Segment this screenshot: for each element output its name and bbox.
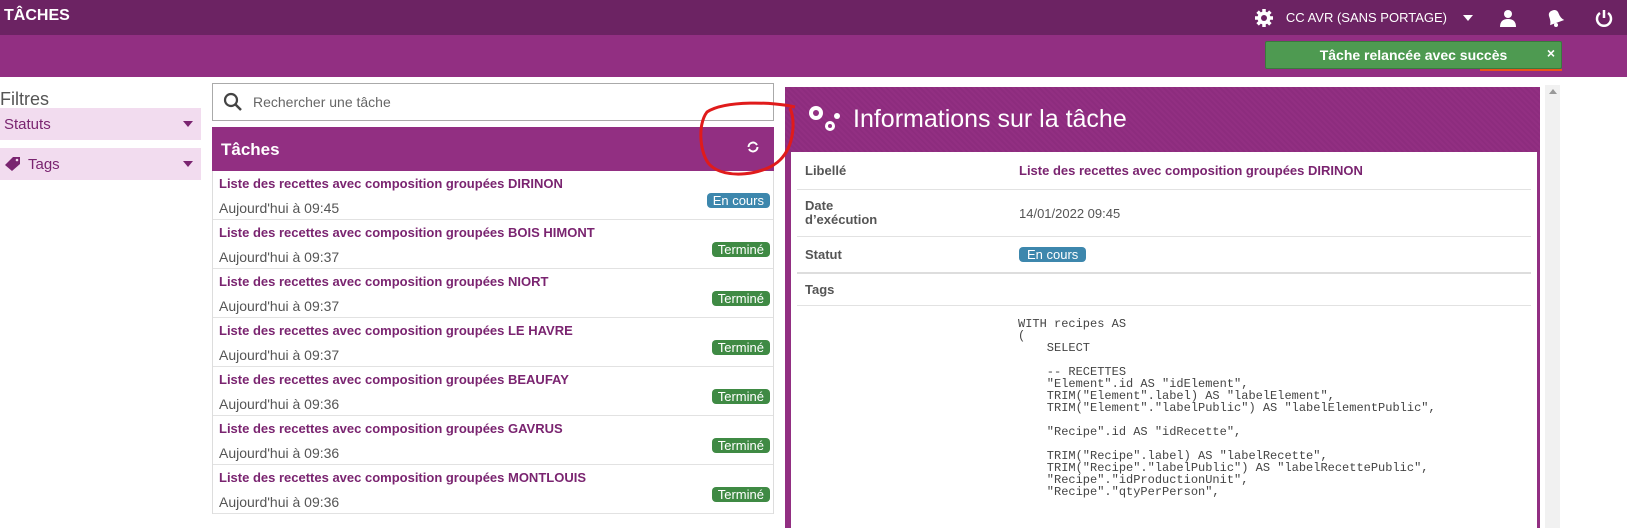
status-badge: Terminé — [711, 340, 770, 355]
success-toast: Tâche relancée avec succès × — [1265, 41, 1562, 69]
close-icon[interactable]: × — [1546, 45, 1555, 61]
tag-icon — [5, 157, 20, 171]
status-badge: En cours — [1019, 247, 1087, 262]
task-date: Aujourd'hui à 09:36 — [219, 396, 340, 412]
caret-down-icon — [183, 161, 193, 167]
value-date: 14/01/2022 09:45 — [1019, 205, 1121, 221]
task-info-title: Informations sur la tâche — [853, 105, 1127, 133]
task-list-item[interactable]: Liste des recettes avec composition grou… — [213, 220, 773, 269]
tasks-header: Tâches — [212, 127, 774, 171]
task-info-panel: Informations sur la tâche Libellé Liste d… — [785, 87, 1540, 528]
status-badge: Terminé — [711, 389, 770, 404]
task-title[interactable]: Liste des recettes avec composition grou… — [219, 176, 563, 191]
label-statut: Statut — [805, 247, 842, 262]
toast-underline — [1480, 69, 1562, 71]
task-date: Aujourd'hui à 09:45 — [219, 200, 340, 216]
task-info-header: Informations sur la tâche — [785, 87, 1540, 152]
task-list-item[interactable]: Liste des recettes avec composition grou… — [213, 416, 773, 465]
task-date: Aujourd'hui à 09:37 — [219, 298, 340, 314]
filter-statuts-label: Statuts — [4, 115, 51, 133]
task-list-item[interactable]: Liste des recettes avec composition grou… — [213, 465, 773, 514]
search-input[interactable]: Rechercher une tâche — [212, 83, 774, 121]
filter-tags[interactable]: Tags — [0, 148, 201, 180]
gears-icon — [809, 106, 840, 131]
page-title: TÂCHES — [4, 7, 70, 24]
chevron-down-icon[interactable] — [1463, 14, 1473, 21]
task-list-item[interactable]: Liste des recettes avec composition grou… — [213, 171, 773, 220]
establishment-selector[interactable]: CC AVR (SANS PORTAGE) — [1285, 10, 1447, 25]
tasks-title: Tâches — [221, 140, 280, 159]
caret-down-icon — [183, 121, 193, 127]
top-bar: TÂCHES CC AVR (SANS PORTAGE) — [0, 0, 1627, 35]
task-title[interactable]: Liste des recettes avec composition grou… — [219, 274, 549, 289]
task-title[interactable]: Liste des recettes avec composition grou… — [219, 421, 563, 436]
task-date: Aujourd'hui à 09:37 — [219, 249, 340, 265]
status-badge: Terminé — [711, 242, 770, 257]
search-placeholder: Rechercher une tâche — [253, 94, 391, 110]
task-list: Liste des recettes avec composition grou… — [212, 171, 774, 514]
value-libelle: Liste des recettes avec composition grou… — [1019, 163, 1363, 178]
label-tags: Tags — [805, 282, 835, 297]
task-date: Aujourd'hui à 09:36 — [219, 445, 340, 461]
task-query: WITH recipes AS ( SELECT -- RECETTES "El… — [1018, 317, 1436, 499]
scroll-up-icon[interactable] — [1548, 89, 1557, 94]
task-title[interactable]: Liste des recettes avec composition grou… — [219, 225, 595, 240]
filter-tags-label: Tags — [28, 155, 60, 173]
filter-statuts[interactable]: Statuts — [0, 108, 201, 140]
toast-message: Tâche relancée avec succès — [1319, 47, 1508, 63]
label-libelle: Libellé — [805, 163, 847, 178]
task-title[interactable]: Liste des recettes avec composition grou… — [219, 323, 573, 338]
annotation-circle — [699, 101, 796, 176]
task-date: Aujourd'hui à 09:36 — [219, 494, 340, 510]
status-badge: En cours — [706, 193, 770, 208]
label-date: Date d’exécution — [805, 198, 878, 227]
bell-icon[interactable] — [1545, 8, 1565, 28]
filters-title: Filtres — [0, 89, 49, 109]
scrollbar[interactable] — [1545, 85, 1560, 528]
search-icon — [223, 92, 242, 111]
power-icon[interactable] — [1595, 9, 1613, 27]
user-icon[interactable] — [1499, 9, 1517, 27]
task-title[interactable]: Liste des recettes avec composition grou… — [219, 372, 569, 387]
task-info-body: Libellé Liste des recettes avec compositi… — [791, 152, 1537, 528]
task-list-item[interactable]: Liste des recettes avec composition grou… — [213, 318, 773, 367]
task-title[interactable]: Liste des recettes avec composition grou… — [219, 470, 586, 485]
status-badge: Terminé — [711, 291, 770, 306]
status-badge: Terminé — [711, 438, 770, 453]
task-list-item[interactable]: Liste des recettes avec composition grou… — [213, 367, 773, 416]
task-date: Aujourd'hui à 09:37 — [219, 347, 340, 363]
status-badge: Terminé — [711, 487, 770, 502]
task-list-item[interactable]: Liste des recettes avec composition grou… — [213, 269, 773, 318]
gear-icon[interactable] — [1254, 8, 1274, 28]
refresh-icon[interactable] — [746, 140, 760, 154]
